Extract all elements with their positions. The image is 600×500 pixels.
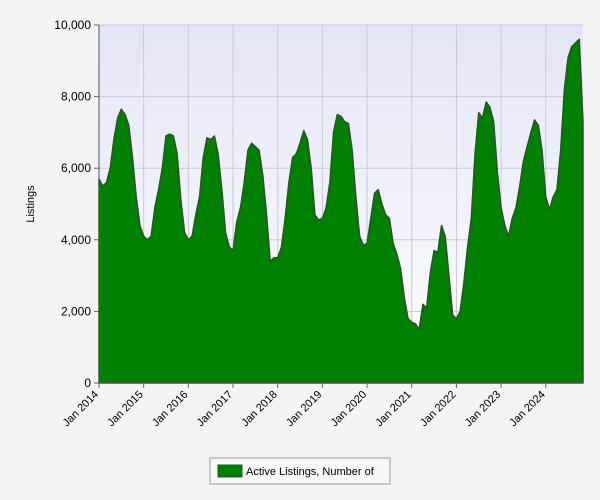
- y-tick-label: 6,000: [61, 161, 91, 175]
- y-tick-label: 10,000: [54, 18, 91, 32]
- y-tick-label: 8,000: [61, 90, 91, 104]
- x-tick-label: Jan 2018: [239, 389, 279, 429]
- legend-label: Active Listings, Number of: [246, 466, 375, 478]
- x-tick-label: Jan 2017: [195, 389, 235, 429]
- x-tick-label: Jan 2019: [284, 389, 324, 429]
- area: [98, 38, 584, 384]
- x-tick-label: Jan 2023: [463, 389, 503, 429]
- x-tick-label: Jan 2014: [61, 389, 101, 429]
- x-tick-label: Jan 2015: [105, 389, 145, 429]
- y-axis-label: Listings: [25, 185, 37, 223]
- x-tick-label: Jan 2022: [418, 389, 458, 429]
- y-tick-label: 0: [84, 376, 91, 390]
- legend-swatch: [217, 464, 243, 478]
- x-tick-label: Jan 2016: [150, 389, 190, 429]
- legend: Active Listings, Number of: [209, 457, 391, 485]
- y-tick-label: 2,000: [61, 304, 91, 318]
- y-tick-label: 4,000: [61, 233, 91, 247]
- x-tick-label: Jan 2021: [373, 389, 413, 429]
- x-tick-label: Jan 2020: [329, 389, 369, 429]
- x-tick-label: Jan 2024: [507, 389, 547, 429]
